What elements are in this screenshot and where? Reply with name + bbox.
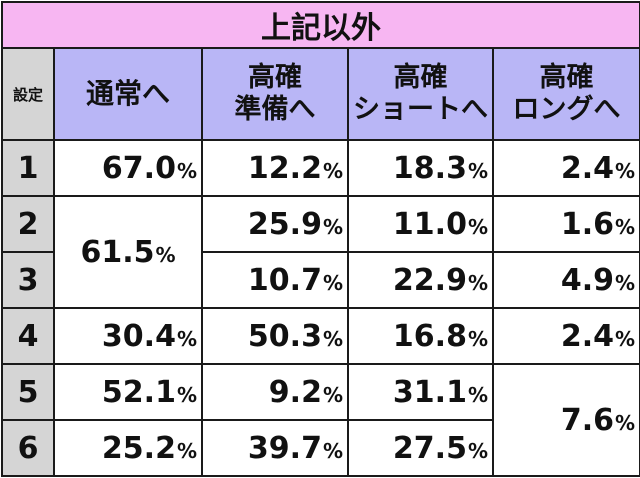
value-number: 9.2 (268, 374, 322, 410)
value-cell-prep: 9.2% (201, 363, 349, 421)
percent-sign: % (176, 158, 197, 183)
value-number: 16.8 (392, 318, 467, 354)
table-row: 5 52.1% 9.2% 31.1% 7.6% (1, 363, 640, 477)
value-cell-normal: 52.1% (53, 363, 203, 421)
table-row: 2 61.5% 25.9% 11.0% 1.6% (1, 195, 640, 309)
header-high-short: 高確 ショートへ (347, 47, 494, 141)
header-high-short-line1: 高確 (393, 62, 448, 93)
percent-sign: % (615, 270, 636, 295)
value-cell-short: 11.0% (347, 195, 494, 253)
setting-cell: 5 (1, 363, 55, 421)
header-row: 設定 通常へ 高確 準備へ 高確 ショートへ 高確 ロングへ (1, 47, 640, 141)
value-cell-long: 2.4% (491, 307, 640, 365)
setting-cell: 2 (1, 195, 55, 253)
value-number: 10.7 (247, 262, 322, 298)
value-number: 7.6 (560, 402, 614, 438)
percent-sign: % (322, 438, 343, 463)
value-cell-prep: 25.9% (201, 195, 349, 253)
value-number: 25.2 (101, 430, 176, 466)
header-setting: 設定 (1, 47, 55, 141)
value-number: 31.1 (392, 374, 467, 410)
value-cell-normal: 25.2% (53, 419, 203, 477)
value-number: 1.6 (560, 206, 614, 242)
value-number: 2.4 (560, 150, 614, 186)
value-number: 11.0 (392, 206, 467, 242)
value-number: 12.2 (247, 150, 322, 186)
table-row: 6 25.2% 39.7% 27.5% (1, 419, 640, 477)
setting-cell: 6 (1, 419, 55, 477)
value-number: 4.9 (560, 262, 614, 298)
header-normal: 通常へ (53, 47, 203, 141)
value-cell-short: 18.3% (347, 139, 494, 197)
percent-sign: % (322, 326, 343, 351)
percent-sign: % (322, 214, 343, 239)
value-number: 52.1 (101, 374, 176, 410)
header-high-long-line1: 高確 (539, 62, 594, 93)
value-cell-long-merged: 7.6% (491, 363, 640, 477)
value-cell-long: 4.9% (491, 251, 640, 309)
value-number: 2.4 (560, 318, 614, 354)
value-cell-normal: 67.0% (53, 139, 203, 197)
value-number: 27.5 (392, 430, 467, 466)
value-number: 18.3 (392, 150, 467, 186)
percent-sign: % (615, 158, 636, 183)
value-cell-normal-merged: 61.5% (53, 195, 203, 309)
value-number: 22.9 (392, 262, 467, 298)
value-cell-prep: 50.3% (201, 307, 349, 365)
value-number: 61.5 (80, 234, 155, 270)
table-row: 4 30.4% 50.3% 16.8% 2.4% (1, 307, 640, 365)
title-row: 上記以外 (0, 1, 640, 49)
percent-sign: % (467, 158, 488, 183)
setting-cell: 3 (1, 251, 55, 309)
percent-sign: % (467, 326, 488, 351)
percent-sign: % (155, 242, 176, 267)
header-high-long: 高確 ロングへ (491, 47, 640, 141)
table-row: 1 67.0% 12.2% 18.3% 2.4% (1, 139, 640, 197)
setting-cell: 1 (1, 139, 55, 197)
value-cell-prep: 39.7% (201, 419, 349, 477)
value-number: 30.4 (101, 318, 176, 354)
percent-sign: % (467, 438, 488, 463)
value-cell-normal: 30.4% (53, 307, 203, 365)
header-high-long-line2: ロングへ (512, 94, 621, 125)
percent-sign: % (322, 158, 343, 183)
header-high-prep-line2: 準備へ (234, 94, 316, 125)
percent-sign: % (615, 326, 636, 351)
percent-sign: % (322, 382, 343, 407)
value-cell-prep: 10.7% (201, 251, 349, 309)
value-cell-prep: 12.2% (201, 139, 349, 197)
value-cell-long: 1.6% (491, 195, 640, 253)
value-cell-short: 27.5% (347, 419, 494, 477)
value-number: 25.9 (247, 206, 322, 242)
header-high-prep: 高確 準備へ (201, 47, 349, 141)
value-number: 50.3 (247, 318, 322, 354)
percent-sign: % (615, 214, 636, 239)
setting-cell: 4 (1, 307, 55, 365)
value-cell-short: 16.8% (347, 307, 494, 365)
header-high-prep-line1: 高確 (248, 62, 302, 93)
percent-sign: % (615, 410, 636, 435)
percent-sign: % (467, 382, 488, 407)
percent-sign: % (322, 270, 343, 295)
value-number: 67.0 (101, 150, 176, 186)
value-cell-short: 31.1% (347, 363, 494, 421)
percent-sign: % (176, 382, 197, 407)
percent-sign: % (176, 326, 197, 351)
percent-sign: % (467, 270, 488, 295)
value-cell-short: 22.9% (347, 251, 494, 309)
value-cell-long: 2.4% (491, 139, 640, 197)
value-number: 39.7 (247, 430, 322, 466)
table-row: 3 10.7% 22.9% 4.9% (1, 251, 640, 309)
table-title: 上記以外 (0, 1, 640, 49)
percent-sign: % (176, 438, 197, 463)
percent-sign: % (467, 214, 488, 239)
header-high-short-line2: ショートへ (353, 94, 488, 125)
header-normal-label: 通常へ (85, 77, 170, 110)
